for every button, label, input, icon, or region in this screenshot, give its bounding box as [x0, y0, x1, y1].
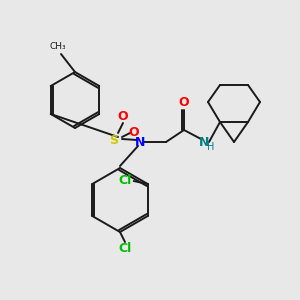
- Text: Cl: Cl: [118, 242, 132, 254]
- Text: O: O: [179, 95, 189, 109]
- Text: CH₃: CH₃: [50, 42, 66, 51]
- Text: Cl: Cl: [118, 175, 131, 188]
- Text: N: N: [199, 136, 209, 148]
- Text: O: O: [129, 127, 139, 140]
- Text: S: S: [110, 134, 118, 148]
- Text: H: H: [207, 142, 215, 152]
- Text: O: O: [118, 110, 128, 124]
- Text: N: N: [135, 136, 145, 148]
